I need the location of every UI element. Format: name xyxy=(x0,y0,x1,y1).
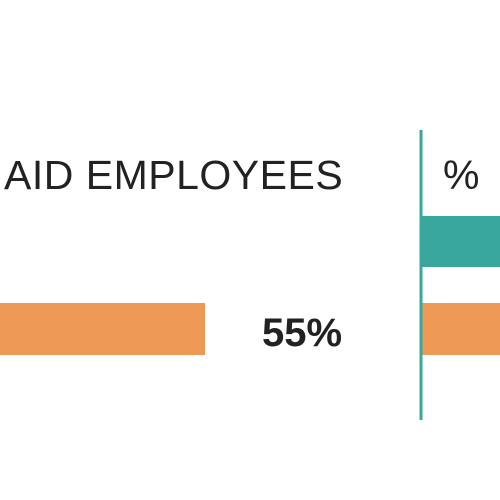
bar-right-teal xyxy=(422,216,500,267)
bar-value-label: 55% xyxy=(262,311,342,355)
right-panel-header: % xyxy=(443,152,480,198)
left-panel-header: AID EMPLOYEES xyxy=(4,152,343,198)
bar-right-orange xyxy=(422,303,500,355)
bar-left-orange xyxy=(0,303,205,355)
